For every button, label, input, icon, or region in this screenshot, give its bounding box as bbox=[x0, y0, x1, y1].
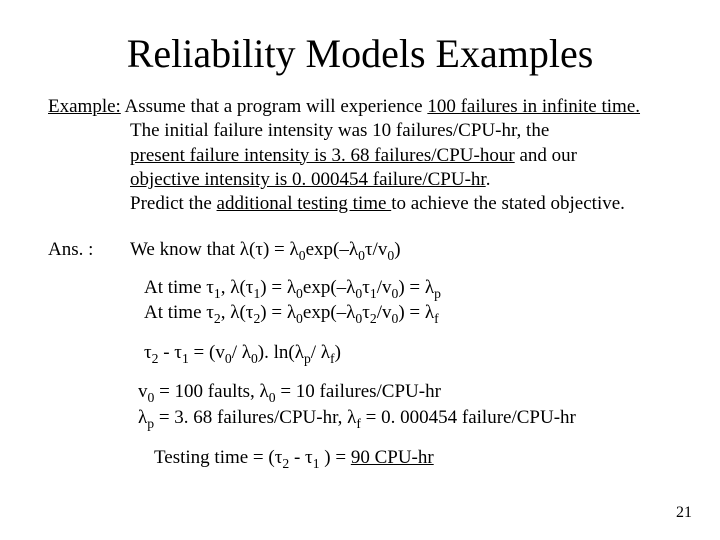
at-time-1: At time τ1, λ(τ1) = λ0exp(–λ0τ1/v0) = λp bbox=[144, 275, 672, 301]
text: Predict the bbox=[130, 193, 217, 214]
text: v bbox=[138, 381, 148, 402]
text: = 0. 000454 failure/CPU-hr bbox=[361, 407, 576, 428]
text: /v bbox=[377, 277, 392, 298]
text: = 3. 68 failures/CPU-hr, λ bbox=[154, 407, 356, 428]
example-label: Example: bbox=[48, 96, 121, 117]
text: ) = λ bbox=[260, 302, 296, 323]
text: = 10 failures/CPU-hr bbox=[276, 381, 441, 402]
text: - τ bbox=[289, 447, 312, 468]
text: τ/v bbox=[365, 239, 387, 260]
answer-formula: We know that λ(τ) = λ0exp(–λ0τ/v0) bbox=[130, 239, 672, 261]
slide: Reliability Models Examples Example: Ass… bbox=[0, 0, 720, 540]
sub: 2 bbox=[370, 311, 377, 326]
at-time-2: At time τ2, λ(τ2) = λ0exp(–λ0τ2/v0) = λf bbox=[144, 300, 672, 326]
text: , λ(τ bbox=[221, 302, 254, 323]
text: exp(–λ bbox=[303, 277, 355, 298]
text: τ bbox=[144, 342, 152, 363]
derived-equation: τ2 - τ1 = (v0/ λ0). ln(λp/ λf) bbox=[48, 340, 672, 366]
page-number: 21 bbox=[676, 504, 692, 522]
sub: 2 bbox=[214, 311, 221, 326]
example-line-3: present failure intensity is 3. 68 failu… bbox=[48, 144, 672, 168]
text: τ bbox=[362, 302, 370, 323]
text: At time τ bbox=[144, 277, 214, 298]
text: = 100 faults, λ bbox=[154, 381, 268, 402]
text: At time τ bbox=[144, 302, 214, 323]
sub: 0 bbox=[358, 247, 365, 262]
sub: 0 bbox=[269, 390, 276, 405]
text: Assume that a program will experience bbox=[121, 96, 428, 117]
values-line-1: v0 = 100 faults, λ0 = 10 failures/CPU-hr bbox=[138, 379, 672, 405]
result-underline: 90 CPU-hr bbox=[351, 447, 434, 468]
sub: 1 bbox=[313, 456, 320, 471]
sub: 1 bbox=[182, 351, 189, 366]
text: ) = bbox=[320, 447, 351, 468]
text: exp(–λ bbox=[303, 302, 355, 323]
text: to achieve the stated objective. bbox=[391, 193, 625, 214]
sub: 1 bbox=[370, 285, 377, 300]
text: τ bbox=[362, 277, 370, 298]
sub: 0 bbox=[296, 285, 303, 300]
text: and our bbox=[515, 145, 577, 166]
text-underline: additional testing time bbox=[217, 193, 392, 214]
sub: f bbox=[434, 311, 439, 326]
slide-title: Reliability Models Examples bbox=[48, 30, 672, 77]
text: = (v bbox=[189, 342, 225, 363]
sub: 1 bbox=[214, 285, 221, 300]
at-time-block: At time τ1, λ(τ1) = λ0exp(–λ0τ1/v0) = λp… bbox=[48, 275, 672, 326]
text: / λ bbox=[311, 342, 330, 363]
sub: 0 bbox=[225, 351, 232, 366]
text: ) = λ bbox=[398, 302, 434, 323]
answer-row: Ans. : We know that λ(τ) = λ0exp(–λ0τ/v0… bbox=[48, 239, 672, 261]
example-line-5: Predict the additional testing time to a… bbox=[48, 192, 672, 216]
example-line-2: The initial failure intensity was 10 fai… bbox=[48, 119, 672, 143]
text: /v bbox=[377, 302, 392, 323]
text: , λ(τ bbox=[221, 277, 254, 298]
text-underline: present failure intensity is 3. 68 failu… bbox=[130, 145, 515, 166]
text: ). ln(λ bbox=[258, 342, 304, 363]
values-block: v0 = 100 faults, λ0 = 10 failures/CPU-hr… bbox=[48, 379, 672, 430]
text-underline: objective intensity is 0. 000454 failure… bbox=[130, 169, 486, 190]
sub: 0 bbox=[251, 351, 258, 366]
text: ) bbox=[335, 342, 341, 363]
sub: 0 bbox=[299, 247, 306, 262]
example-line-1: Example: Assume that a program will expe… bbox=[48, 95, 672, 119]
sub: p bbox=[304, 351, 311, 366]
text: . bbox=[486, 169, 491, 190]
text: ) = λ bbox=[260, 277, 296, 298]
text: - τ bbox=[158, 342, 181, 363]
values-line-2: λp = 3. 68 failures/CPU-hr, λf = 0. 0004… bbox=[138, 405, 672, 431]
sub: 0 bbox=[296, 311, 303, 326]
text: λ bbox=[138, 407, 147, 428]
sub: p bbox=[434, 285, 441, 300]
answer-label: Ans. : bbox=[48, 239, 130, 261]
example-line-4: objective intensity is 0. 000454 failure… bbox=[48, 168, 672, 192]
text: ) = λ bbox=[398, 277, 434, 298]
example-block: Example: Assume that a program will expe… bbox=[48, 95, 672, 217]
text: Testing time = (τ bbox=[154, 447, 282, 468]
result-line: Testing time = (τ2 - τ1 ) = 90 CPU-hr bbox=[48, 445, 672, 471]
text: ) bbox=[394, 239, 400, 260]
text: / λ bbox=[232, 342, 251, 363]
text: exp(–λ bbox=[306, 239, 358, 260]
text-underline: 100 failures in infinite time. bbox=[427, 96, 640, 117]
text: We know that λ(τ) = λ bbox=[130, 239, 299, 260]
